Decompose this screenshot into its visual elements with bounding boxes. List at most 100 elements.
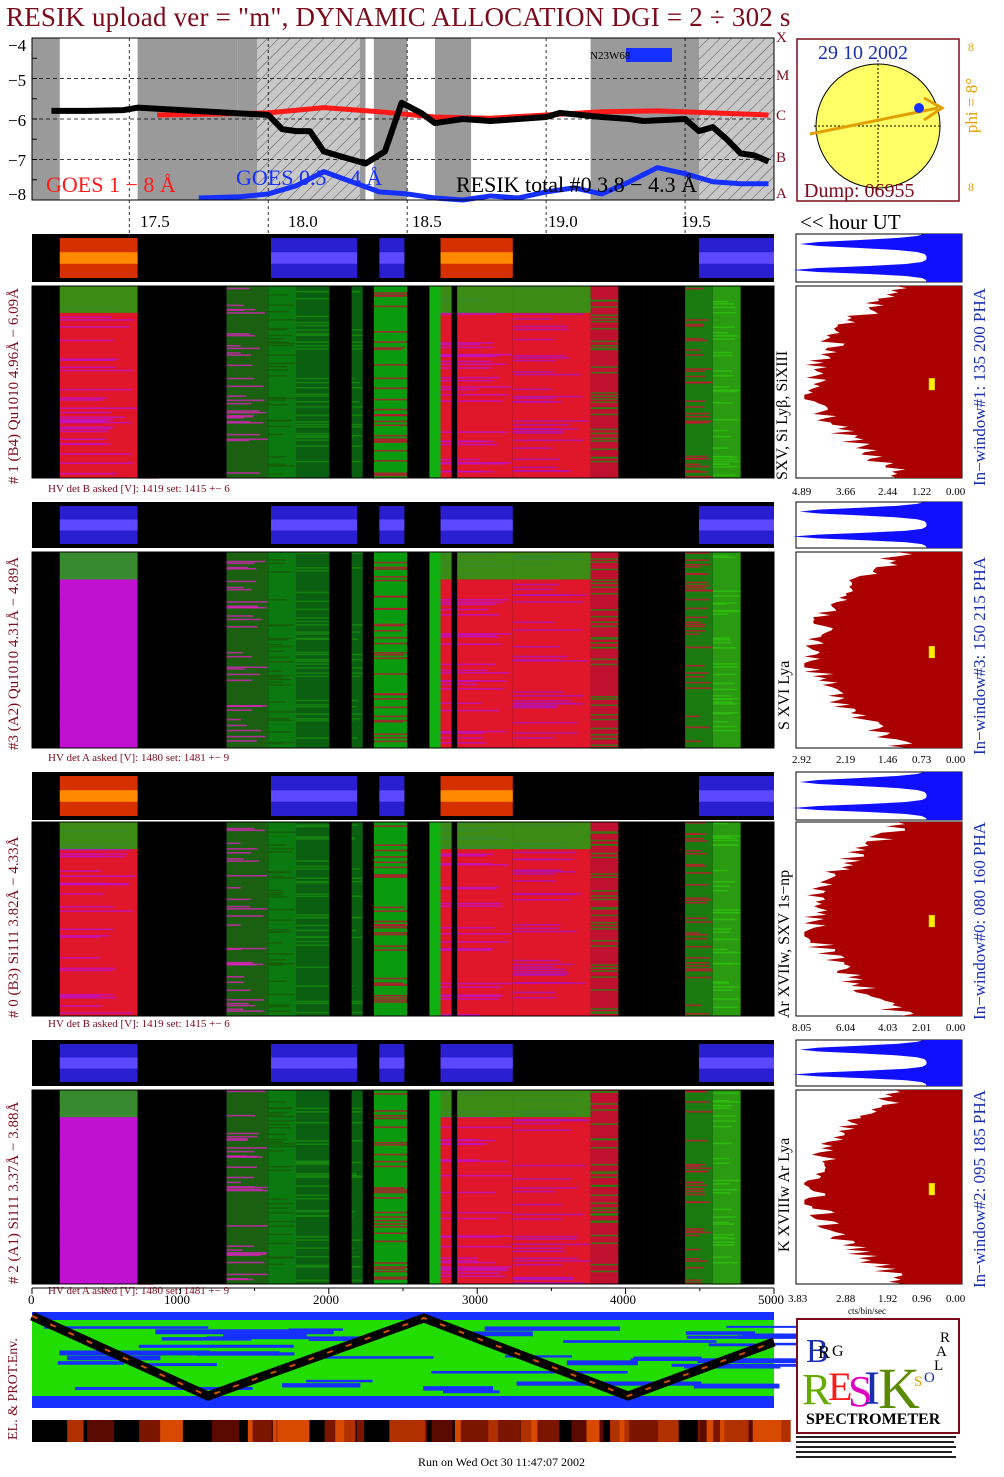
spectrogram-streak bbox=[373, 906, 405, 909]
spectrogram-streak bbox=[440, 431, 509, 433]
spectrogram-streak bbox=[440, 837, 508, 840]
spectrogram-streak bbox=[212, 1166, 257, 1169]
spectrogram-streak bbox=[59, 870, 101, 872]
spectrogram-streak bbox=[137, 630, 152, 632]
spectrogram-streak bbox=[296, 1265, 360, 1268]
spectrogram-streak bbox=[440, 982, 512, 985]
spectrogram-streak bbox=[512, 1213, 584, 1216]
spectrogram-streak bbox=[512, 397, 554, 400]
spectrogram-streak bbox=[59, 369, 133, 372]
spectrogram-streak bbox=[512, 1243, 590, 1246]
spectrogram-streak bbox=[212, 981, 244, 984]
pha-strip-frame bbox=[795, 1039, 963, 1087]
spectrogram-streak bbox=[59, 366, 116, 369]
colorbar-seg bbox=[624, 1420, 647, 1442]
spectrogram-streak bbox=[590, 398, 641, 400]
spectrogram-streak bbox=[212, 1010, 264, 1012]
spectrogram-streak bbox=[268, 962, 283, 964]
spectrogram-streak bbox=[440, 643, 502, 646]
spectrogram-streak bbox=[429, 1200, 439, 1203]
colorbar-seg bbox=[252, 1420, 272, 1442]
colorbar-seg bbox=[769, 1420, 791, 1442]
spectrogram-streak bbox=[268, 1198, 288, 1200]
spectrogram-streak bbox=[590, 898, 638, 901]
spectrogram-streak bbox=[137, 331, 163, 333]
spectrogram-streak bbox=[685, 406, 705, 408]
spectrogram-streak bbox=[440, 470, 495, 473]
spectrogram-streak bbox=[685, 323, 704, 326]
spectrogram-streak bbox=[440, 688, 504, 690]
spectrogram-streak bbox=[429, 378, 441, 381]
spectrogram-column bbox=[212, 1090, 269, 1284]
spectrogram-streak bbox=[512, 963, 575, 966]
spectrogram-streak bbox=[685, 455, 709, 458]
spectrogram-streak bbox=[373, 673, 428, 675]
spectrogram-streak bbox=[590, 964, 620, 966]
spectrogram-streak bbox=[373, 398, 417, 401]
env-streak bbox=[423, 1386, 494, 1391]
spectrogram-streak bbox=[59, 1136, 133, 1139]
spectrogram-streak bbox=[712, 1115, 737, 1117]
spectrogram-streak bbox=[59, 358, 119, 360]
spectrogram-streak bbox=[712, 962, 732, 965]
spectrogram-streak bbox=[59, 649, 126, 652]
spectrogram-streak bbox=[296, 877, 364, 879]
colorbar-seg bbox=[340, 1420, 356, 1442]
spectrogram-streak bbox=[440, 355, 494, 358]
spectrogram-streak bbox=[212, 1090, 265, 1093]
spectrogram-streak bbox=[373, 693, 427, 696]
pha-strip-frame bbox=[795, 501, 963, 549]
spectrogram-streak bbox=[440, 388, 478, 391]
spectrogram-streak bbox=[212, 655, 252, 658]
strip-segment bbox=[440, 506, 513, 544]
y-tick: −5 bbox=[8, 71, 27, 90]
colorbar-seg bbox=[454, 1420, 475, 1442]
spectrogram-streak bbox=[212, 1251, 267, 1254]
spectrogram-streak bbox=[712, 555, 729, 557]
spectrogram-streak bbox=[373, 420, 422, 423]
spectrogram-streak bbox=[212, 989, 251, 992]
spectrogram-streak bbox=[268, 637, 292, 640]
spectrogram-streak bbox=[512, 694, 585, 697]
spectrogram-streak bbox=[137, 560, 158, 562]
detector-3-lines: S XVI Lya bbox=[776, 660, 793, 730]
spectrogram-streak bbox=[712, 458, 737, 461]
spectrogram-streak bbox=[712, 312, 737, 314]
spectrogram-streak bbox=[212, 1253, 266, 1256]
spectrogram-streak bbox=[212, 1155, 258, 1158]
spectrogram-streak bbox=[296, 1210, 355, 1213]
colorbar-seg bbox=[644, 1420, 673, 1442]
spectrogram-streak bbox=[268, 562, 285, 565]
spectrogram-column bbox=[296, 1090, 374, 1284]
strip-band bbox=[379, 252, 405, 264]
spectrogram-streak bbox=[590, 1185, 623, 1187]
spectrogram-streak bbox=[440, 443, 497, 446]
spectrogram-streak bbox=[590, 561, 640, 563]
goes-panel bbox=[0, 34, 790, 234]
spectrogram-streak bbox=[440, 354, 501, 357]
spectrogram-streak bbox=[685, 840, 708, 842]
logo-fineprint-lines bbox=[796, 1436, 956, 1458]
spectrogram-streak bbox=[590, 320, 632, 323]
spectrogram-streak bbox=[296, 552, 372, 554]
spectrogram-streak bbox=[373, 377, 421, 380]
env-streak bbox=[563, 1340, 717, 1343]
spectrogram-streak bbox=[137, 1265, 155, 1268]
spectrogram-streak bbox=[429, 665, 438, 667]
spectrogram-gap bbox=[329, 822, 352, 1016]
spectrogram-streak bbox=[268, 674, 284, 677]
spectrogram-streak bbox=[268, 362, 296, 365]
spectrogram-streak bbox=[712, 389, 741, 392]
spectrogram-streak bbox=[512, 428, 578, 430]
pha-blue-hist bbox=[792, 772, 962, 820]
spectrogram-streak bbox=[712, 474, 736, 476]
spectrogram-streak bbox=[137, 413, 156, 416]
spectrogram-streak bbox=[512, 359, 556, 362]
spectrogram-streak bbox=[373, 1188, 415, 1191]
spectrogram-streak bbox=[685, 616, 708, 619]
region-label: N23W68 bbox=[590, 50, 631, 62]
colorbar-seg bbox=[335, 1420, 345, 1442]
spectrogram-streak bbox=[712, 556, 736, 559]
spectrogram-streak bbox=[137, 700, 161, 703]
spectrogram-streak bbox=[212, 580, 257, 583]
